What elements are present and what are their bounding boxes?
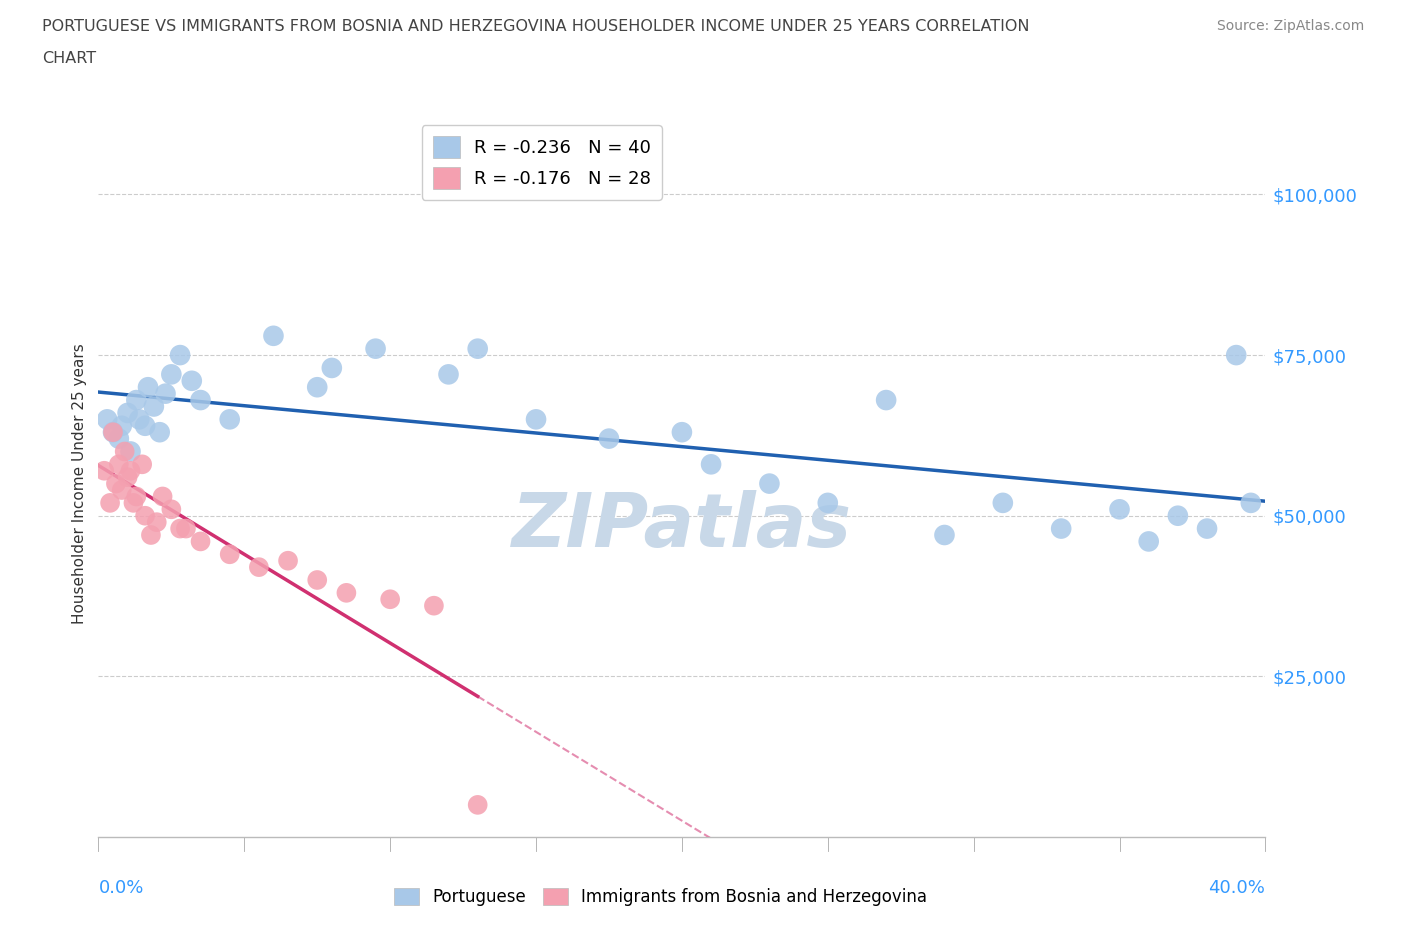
Point	[122, 496, 145, 511]
Point	[190, 392, 212, 407]
Point	[1167, 509, 1189, 524]
Point	[125, 489, 148, 504]
Legend: R = -0.236   N = 40, R = -0.176   N = 28: R = -0.236 N = 40, R = -0.176 N = 28	[422, 126, 662, 200]
Point	[378, 591, 402, 606]
Point	[218, 547, 240, 562]
Point	[991, 496, 1014, 511]
Point	[117, 405, 139, 420]
Point	[598, 432, 620, 446]
Text: ZIPatlas: ZIPatlas	[512, 489, 852, 563]
Point	[180, 373, 202, 388]
Point	[131, 457, 153, 472]
Point	[114, 444, 136, 458]
Point	[174, 521, 197, 536]
Text: PORTUGUESE VS IMMIGRANTS FROM BOSNIA AND HERZEGOVINA HOUSEHOLDER INCOME UNDER 25: PORTUGUESE VS IMMIGRANTS FROM BOSNIA AND…	[42, 19, 1029, 33]
Point	[128, 412, 150, 427]
Point	[120, 444, 142, 458]
Point	[134, 509, 156, 524]
Point	[875, 392, 897, 407]
Point	[96, 412, 118, 427]
Point	[307, 573, 329, 588]
Point	[111, 418, 134, 433]
Text: 40.0%: 40.0%	[1209, 880, 1265, 897]
Point	[1240, 496, 1263, 511]
Point	[321, 361, 343, 376]
Point	[307, 379, 329, 394]
Point	[671, 425, 693, 440]
Point	[108, 432, 131, 446]
Point	[93, 463, 115, 478]
Point	[101, 425, 124, 440]
Point	[1225, 348, 1247, 363]
Point	[98, 496, 121, 511]
Point	[136, 379, 159, 394]
Point	[934, 527, 956, 542]
Point	[817, 496, 839, 511]
Point	[364, 341, 387, 356]
Point	[120, 463, 142, 478]
Point	[1108, 502, 1130, 517]
Point	[139, 527, 162, 542]
Point	[758, 476, 780, 491]
Point	[1137, 534, 1160, 549]
Point	[146, 514, 169, 529]
Point	[423, 598, 446, 613]
Point	[152, 489, 174, 504]
Point	[160, 502, 183, 517]
Y-axis label: Householder Income Under 25 years: Householder Income Under 25 years	[72, 343, 87, 624]
Text: 0.0%: 0.0%	[98, 880, 143, 897]
Text: CHART: CHART	[42, 51, 96, 66]
Point	[108, 457, 131, 472]
Point	[247, 560, 270, 575]
Point	[335, 585, 357, 600]
Point	[155, 386, 177, 401]
Point	[125, 392, 148, 407]
Point	[700, 457, 723, 472]
Point	[1195, 521, 1218, 536]
Point	[111, 483, 134, 498]
Text: Source: ZipAtlas.com: Source: ZipAtlas.com	[1216, 19, 1364, 33]
Point	[467, 797, 489, 812]
Point	[190, 534, 212, 549]
Legend: Portuguese, Immigrants from Bosnia and Herzegovina: Portuguese, Immigrants from Bosnia and H…	[388, 881, 934, 912]
Point	[218, 412, 240, 427]
Point	[101, 425, 124, 440]
Point	[467, 341, 489, 356]
Point	[437, 367, 460, 382]
Point	[134, 418, 156, 433]
Point	[160, 367, 183, 382]
Point	[262, 328, 284, 343]
Point	[1050, 521, 1073, 536]
Point	[169, 348, 191, 363]
Point	[524, 412, 547, 427]
Point	[142, 399, 165, 414]
Point	[117, 470, 139, 485]
Point	[169, 521, 191, 536]
Point	[149, 425, 172, 440]
Point	[277, 553, 299, 568]
Point	[104, 476, 127, 491]
